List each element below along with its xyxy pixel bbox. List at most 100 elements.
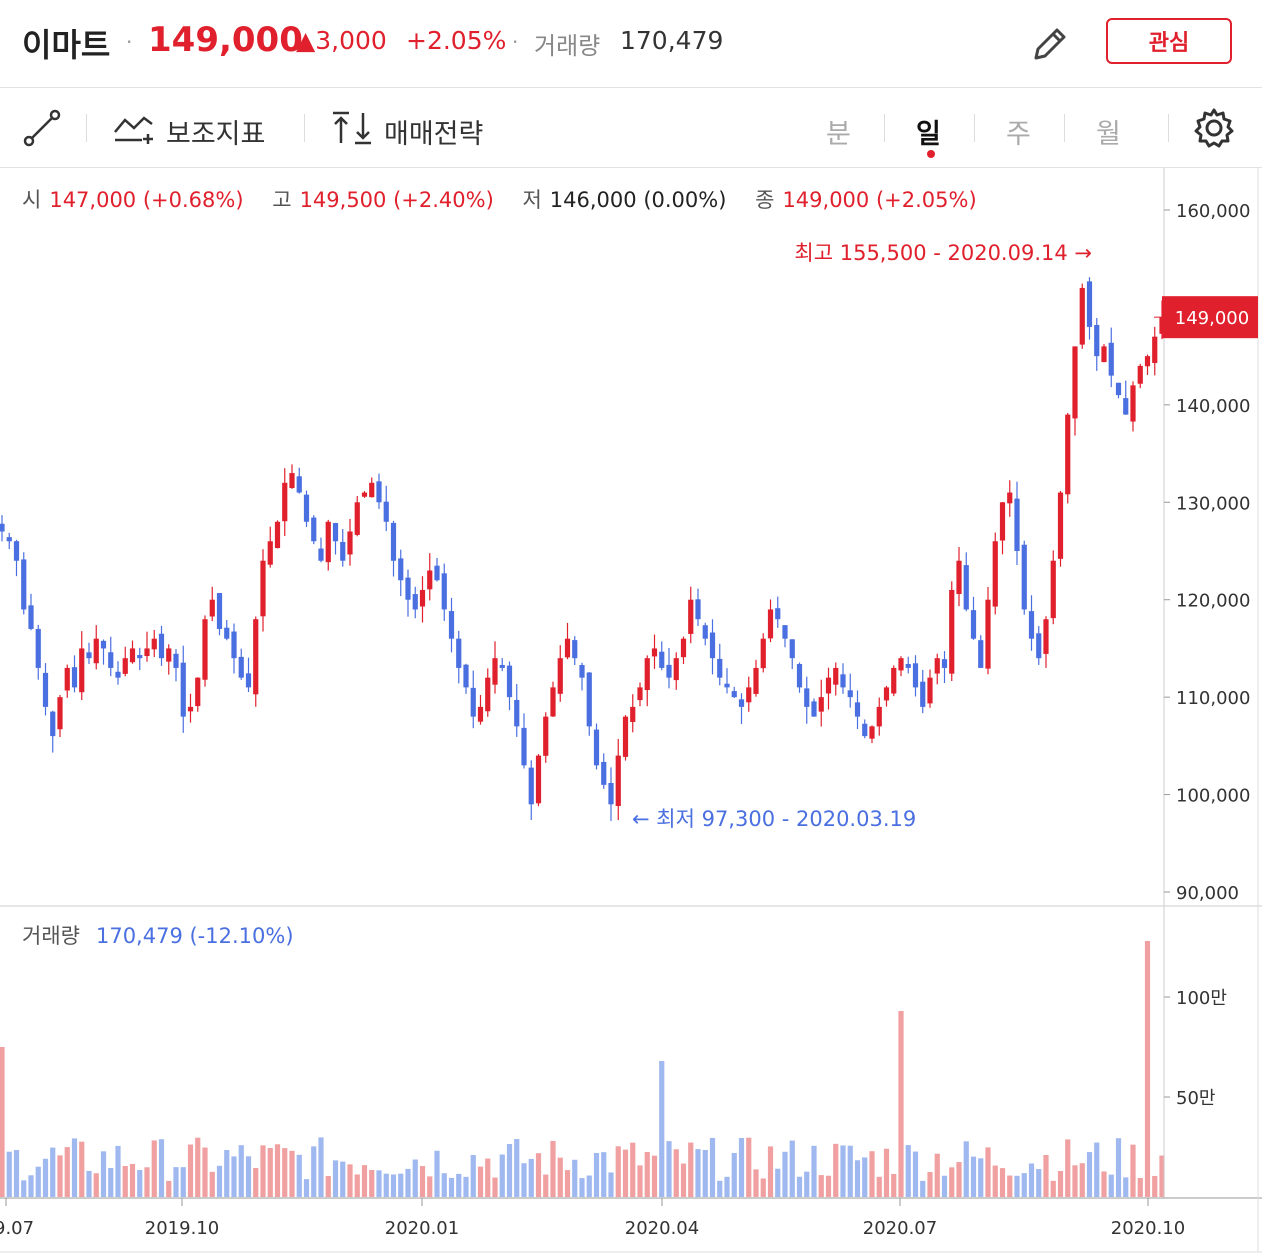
volume-bar [840,1145,846,1197]
volume-bar [847,1145,853,1197]
watch-button[interactable]: 관심 [1106,18,1232,64]
volume-bar [1130,1144,1136,1197]
toolbar-divider [304,114,305,142]
candle-body [405,577,411,600]
close-value: 149,000 (+2.05%) [782,188,977,212]
volume-bar [622,1149,629,1197]
candle-body [1014,498,1020,551]
candle-body [1079,287,1085,345]
candle-body [282,482,288,522]
candle-body [514,699,520,727]
candle-body [187,706,194,712]
volume-bar [412,1159,418,1197]
volume-bar [369,1169,375,1197]
volume-bar [224,1150,230,1197]
period-tab-day[interactable]: 일 [916,119,941,150]
volume-bar [1094,1142,1100,1197]
volume-bar [434,1150,440,1197]
candle-body [724,683,730,688]
candle-body [224,627,230,639]
volume-bar [644,1152,650,1197]
candle-body [1137,365,1143,384]
volume-bar [514,1139,520,1197]
candle-body [920,681,926,707]
candle-body [796,664,803,688]
volume-bar [521,1163,527,1197]
volume-tick-label: 100만 [1176,988,1227,1009]
volume-bar [550,1140,556,1197]
candle-body [688,599,694,634]
volume-bar [1123,1177,1129,1197]
candle-body [260,560,266,617]
candle-body [376,481,382,503]
candle-body [21,559,27,610]
candle-body [746,687,752,703]
period-tab-minute[interactable]: 분 [826,119,851,150]
volume-bar [115,1145,121,1197]
strategy-button[interactable]: 매매전략 [384,119,484,150]
volume-bar [158,1139,165,1197]
candle-body [100,640,107,649]
candle-body [456,638,462,668]
volume-bar [231,1156,237,1197]
candle-body [775,608,781,620]
candle-body [659,651,665,668]
candle-body [521,727,527,766]
volume-bar [543,1174,549,1197]
volume-bar [1086,1152,1093,1197]
high-value: 149,500 (+2.40%) [299,188,494,212]
volume-bar [129,1163,136,1197]
volume-bar [492,1177,498,1197]
period-tab-week[interactable]: 주 [1006,119,1031,150]
gear-icon[interactable] [1192,106,1236,150]
candle-body [492,658,498,685]
candle-body [485,677,491,712]
candle-body [818,697,824,712]
candle-body [992,541,998,607]
volume-bar [760,1178,766,1197]
candle-body [303,494,310,522]
y-tick-label: 140,000 [1176,396,1250,417]
volume-panel-value: 170,479 (-12.10%) [95,924,294,948]
volume-bar [1014,1175,1020,1197]
period-tab-month[interactable]: 월 [1096,119,1121,150]
volume-bar [1028,1163,1035,1197]
volume-bar [332,1160,339,1197]
candle-body [1043,619,1049,654]
x-tick-label: 2020.07 [863,1218,937,1239]
volume-bar [245,1156,252,1197]
volume-bar [818,1175,824,1197]
volume-bar [586,1175,592,1197]
candle-body [876,706,882,727]
volume-value: 170,479 [620,26,724,55]
buy-sell-arrows-icon[interactable] [330,110,374,146]
candle-body [57,697,63,730]
indicator-icon[interactable] [112,110,156,146]
volume-bar [1108,1174,1114,1197]
volume-bar [238,1145,244,1197]
volume-bar [79,1141,85,1197]
indicator-button[interactable]: 보조지표 [166,119,266,150]
candle-body [579,665,585,678]
stock-header: 이마트 · 149,000 ▲3,000 +2.05% · 거래량 170,47… [0,0,1262,88]
volume-bar [702,1149,708,1197]
volume-bar [825,1175,832,1197]
separator-dot: · [512,30,519,54]
candle-body [543,716,549,756]
volume-bar [347,1164,353,1197]
candle-body [709,632,716,659]
candle-body [891,667,897,694]
volume-bar [463,1176,469,1197]
volume-bar [456,1173,462,1197]
max-price-annotation: 최고 155,500 - 2020.09.14 → [794,241,1092,265]
line-draw-icon[interactable] [22,108,62,148]
volume-bar [883,1148,890,1197]
volume-tick-label: 50만 [1176,1088,1215,1109]
candle-body [1152,336,1158,364]
pencil-icon[interactable] [1028,22,1072,66]
volume-bar [811,1145,817,1197]
volume-bar [6,1151,12,1197]
candle-body [680,638,687,658]
volume-bar [0,1047,5,1197]
